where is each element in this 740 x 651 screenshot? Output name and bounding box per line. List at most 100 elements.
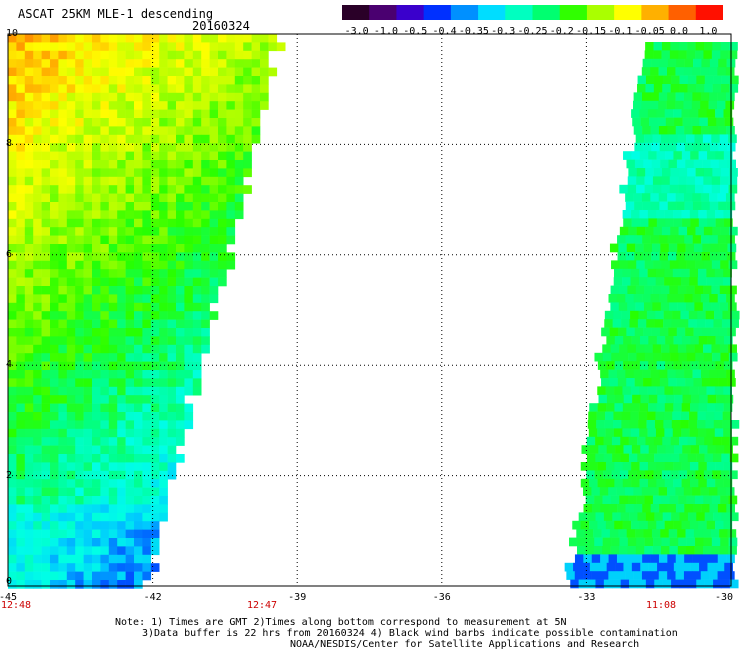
swath-cell	[209, 311, 219, 320]
swath-cell	[117, 294, 126, 304]
swath-cell	[8, 34, 17, 43]
swath-cell	[75, 143, 84, 152]
swath-cell	[125, 538, 135, 547]
swath-cell	[100, 344, 110, 354]
swath-cell	[142, 84, 152, 94]
swath-cell	[234, 76, 244, 85]
swath-cell	[108, 34, 118, 43]
swath-cell	[150, 67, 160, 77]
swath-cell	[209, 227, 219, 236]
swath-cell	[657, 562, 666, 572]
swath-cell	[41, 454, 51, 463]
swath-cell	[251, 50, 261, 60]
swath-cell	[612, 319, 622, 328]
swath-cell	[33, 286, 42, 295]
swath-cell	[677, 285, 687, 295]
swath-cell	[142, 286, 152, 295]
swath-cell	[620, 453, 630, 463]
swath-cell	[58, 160, 68, 169]
swath-cell	[209, 59, 219, 68]
swath-cell	[134, 185, 143, 194]
swath-cell	[75, 361, 84, 371]
swath-cell	[92, 487, 101, 497]
swath-cell	[644, 546, 653, 555]
swath-cell	[184, 361, 194, 371]
swath-cell	[8, 235, 17, 245]
swath-cell	[644, 344, 653, 354]
swath-cell	[24, 336, 34, 346]
swath-cell	[226, 34, 236, 43]
swath-cell	[33, 176, 42, 186]
swath-cell	[150, 403, 160, 413]
swath-cell	[16, 101, 26, 110]
swath-cell	[16, 176, 26, 186]
swath-cell	[684, 142, 694, 152]
swath-cell	[698, 336, 708, 345]
swath-cell	[670, 453, 680, 463]
swath-cell	[642, 252, 652, 261]
swath-cell	[150, 193, 160, 203]
swath-cell	[24, 118, 34, 127]
swath-cell	[125, 512, 135, 522]
swath-cell	[142, 277, 152, 287]
swath-cell	[167, 437, 177, 446]
swath-cell	[678, 50, 687, 60]
swath-cell	[176, 59, 185, 68]
swath-cell	[100, 92, 110, 102]
swath-cell	[184, 59, 194, 68]
swath-cell	[201, 294, 210, 304]
swath-cell	[234, 151, 244, 161]
swath-cell	[667, 487, 676, 496]
swath-cell	[678, 495, 687, 505]
swath-cell	[611, 436, 621, 446]
swath-cell	[100, 218, 110, 228]
swath-cell	[150, 109, 160, 119]
swath-cell	[678, 168, 688, 177]
swath-cell	[159, 361, 168, 371]
swath-cell	[8, 160, 17, 169]
swath-cell	[41, 554, 51, 564]
swath-cell	[24, 193, 34, 203]
swath-cell	[108, 538, 118, 547]
swath-cell	[656, 336, 666, 345]
swath-cell	[192, 260, 202, 270]
swath-cell	[8, 344, 17, 354]
swath-cell	[24, 260, 34, 270]
swath-cell	[8, 420, 17, 430]
swath-cell	[657, 394, 666, 404]
swath-cell	[142, 412, 152, 421]
swath-cell	[16, 210, 26, 220]
swath-cell	[108, 126, 118, 136]
swath-cell	[125, 109, 135, 119]
swath-cell	[621, 310, 631, 320]
swath-cell	[100, 395, 110, 404]
swath-cell	[66, 34, 76, 43]
swath-cell	[24, 92, 34, 102]
swath-cell	[24, 420, 34, 430]
swath-cell	[92, 462, 101, 472]
swath-cell	[192, 302, 202, 312]
swath-cell	[658, 67, 668, 76]
swath-cell	[134, 538, 143, 547]
swath-cell	[92, 252, 101, 262]
swath-cell	[83, 34, 93, 43]
swath-cell	[142, 134, 152, 144]
swath-cell	[24, 286, 34, 295]
swath-cell	[83, 294, 93, 304]
swath-cell	[649, 100, 659, 110]
swath-cell	[691, 117, 700, 127]
swath-cell	[92, 319, 101, 329]
swath-cell	[218, 109, 227, 119]
swath-cell	[108, 151, 118, 161]
swath-cell	[711, 537, 721, 547]
swath-cell	[150, 185, 160, 194]
swath-cell	[125, 277, 135, 287]
swath-cell	[16, 395, 26, 404]
swath-cell	[50, 235, 59, 245]
swath-cell	[662, 436, 671, 446]
swath-cell	[150, 546, 160, 556]
swath-cell	[24, 168, 34, 178]
colorbar-label: -0.3	[491, 26, 516, 37]
swath-cell	[576, 529, 586, 538]
swath-cell	[24, 277, 34, 287]
